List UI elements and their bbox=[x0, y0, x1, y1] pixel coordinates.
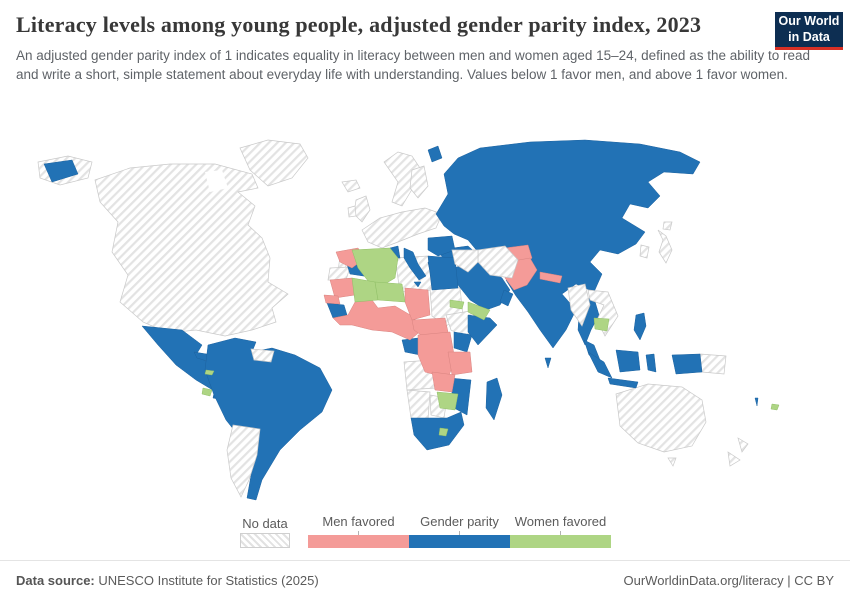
region-central-europe[interactable] bbox=[361, 207, 443, 249]
country-vanuatu[interactable] bbox=[754, 397, 759, 407]
data-source-label: Data source: bbox=[16, 573, 95, 588]
country-zambia[interactable] bbox=[431, 371, 456, 393]
country-papua-new-guinea[interactable] bbox=[699, 353, 727, 375]
country-finland[interactable] bbox=[409, 165, 429, 199]
country-jamaica[interactable] bbox=[204, 369, 215, 376]
legend-gender-parity[interactable]: Gender parity bbox=[409, 514, 510, 548]
owid-logo-line1: Our World bbox=[778, 13, 840, 28]
owid-logo[interactable]: Our World in Data bbox=[775, 12, 843, 50]
country-united-kingdom[interactable] bbox=[353, 195, 371, 223]
country-fiji[interactable] bbox=[770, 403, 780, 411]
legend-men-favored-label: Men favored bbox=[322, 514, 395, 529]
country-cambodia[interactable] bbox=[593, 317, 610, 332]
country-eritrea[interactable] bbox=[449, 299, 465, 310]
country-zimbabwe[interactable] bbox=[436, 391, 459, 411]
country-ireland[interactable] bbox=[347, 205, 357, 218]
country-guyana-suriname[interactable] bbox=[250, 348, 275, 363]
country-australia[interactable] bbox=[615, 383, 707, 453]
country-indonesia-sumatra[interactable] bbox=[587, 351, 613, 379]
country-indonesia-west-papua[interactable] bbox=[671, 353, 703, 375]
chart-footer: Data source: UNESCO Institute for Statis… bbox=[0, 560, 850, 600]
legend-tick bbox=[560, 531, 561, 535]
data-source: Data source: UNESCO Institute for Statis… bbox=[16, 573, 319, 588]
country-sicily[interactable] bbox=[413, 281, 422, 288]
legend-no-data-label: No data bbox=[242, 516, 288, 531]
country-chad[interactable] bbox=[404, 287, 431, 321]
country-japan[interactable] bbox=[657, 229, 673, 264]
country-iceland[interactable] bbox=[341, 179, 361, 193]
country-new-zealand-south[interactable] bbox=[727, 451, 741, 467]
country-indonesia-borneo[interactable] bbox=[615, 349, 641, 373]
country-gabon-congo[interactable] bbox=[401, 337, 421, 356]
country-romania-bulgaria[interactable] bbox=[427, 235, 456, 257]
country-russia-chukotka[interactable] bbox=[43, 159, 79, 183]
choropleth-svg bbox=[37, 139, 780, 501]
owid-logo-line2: in Data bbox=[788, 29, 830, 44]
country-madagascar[interactable] bbox=[485, 377, 503, 421]
hudson-bay bbox=[205, 170, 228, 192]
legend-gender-parity-swatch[interactable] bbox=[409, 535, 510, 548]
data-source-text: UNESCO Institute for Statistics (2025) bbox=[94, 573, 319, 588]
country-tanzania[interactable] bbox=[447, 351, 473, 376]
country-japan-hokkaido[interactable] bbox=[662, 221, 673, 231]
world-map bbox=[0, 130, 850, 510]
chart-title: Literacy levels among young people, adju… bbox=[16, 12, 702, 37]
country-nepal[interactable] bbox=[539, 271, 563, 284]
country-namibia[interactable] bbox=[406, 389, 431, 421]
country-lesotho[interactable] bbox=[438, 427, 449, 437]
country-iraq-syria[interactable] bbox=[451, 249, 479, 273]
map-region-gender-parity bbox=[43, 139, 759, 501]
country-mali[interactable] bbox=[351, 277, 379, 303]
country-mauritania[interactable] bbox=[329, 277, 356, 299]
country-western-sahara[interactable] bbox=[327, 266, 351, 281]
map-region-no-data bbox=[37, 139, 749, 467]
legend-women-favored-label: Women favored bbox=[514, 514, 607, 529]
country-indonesia-sulawesi[interactable] bbox=[645, 353, 657, 373]
legend-men-favored-swatch[interactable] bbox=[308, 535, 409, 548]
legend-gender-parity-label: Gender parity bbox=[420, 514, 499, 529]
country-egypt[interactable] bbox=[427, 255, 459, 291]
country-kenya[interactable] bbox=[453, 331, 473, 353]
country-oman[interactable] bbox=[499, 289, 514, 307]
country-south-korea[interactable] bbox=[639, 244, 650, 259]
country-russia-novaya-zemlya[interactable] bbox=[427, 145, 443, 163]
country-philippines[interactable] bbox=[633, 312, 647, 341]
chart-header: Literacy levels among young people, adju… bbox=[16, 10, 810, 84]
footer-link[interactable]: OurWorldinData.org/literacy | CC BY bbox=[623, 573, 834, 588]
country-myanmar[interactable] bbox=[567, 283, 591, 327]
country-niger[interactable] bbox=[374, 281, 406, 303]
country-argentina[interactable] bbox=[226, 424, 261, 498]
map-legend: No data Men favored Gender parity Women … bbox=[240, 514, 611, 548]
map-region-women-favored bbox=[201, 247, 780, 437]
legend-women-favored-swatch[interactable] bbox=[510, 535, 611, 548]
legend-bar: Men favored Gender parity Women favored bbox=[308, 514, 611, 548]
country-canada-usa[interactable] bbox=[94, 163, 289, 337]
map-region-no-data-overlays bbox=[205, 170, 619, 498]
country-indonesia-java[interactable] bbox=[607, 377, 639, 389]
country-greenland[interactable] bbox=[239, 139, 309, 187]
region-south-america[interactable] bbox=[204, 337, 333, 501]
legend-no-data[interactable]: No data bbox=[240, 516, 290, 548]
country-yemen[interactable] bbox=[467, 301, 491, 321]
country-new-zealand-north[interactable] bbox=[737, 437, 749, 453]
legend-women-favored[interactable]: Women favored bbox=[510, 514, 611, 548]
country-senegal[interactable] bbox=[323, 294, 341, 305]
country-tasmania[interactable] bbox=[667, 457, 677, 467]
legend-tick bbox=[358, 531, 359, 535]
country-italy[interactable] bbox=[403, 247, 427, 281]
legend-no-data-swatch[interactable] bbox=[240, 533, 290, 548]
legend-tick bbox=[459, 531, 460, 535]
country-south-africa[interactable] bbox=[410, 411, 465, 451]
chart-subtitle: An adjusted gender parity index of 1 ind… bbox=[16, 48, 811, 83]
country-sri-lanka[interactable] bbox=[544, 357, 552, 369]
country-costa-rica[interactable] bbox=[201, 387, 213, 397]
country-algeria[interactable] bbox=[351, 247, 399, 291]
legend-men-favored[interactable]: Men favored bbox=[308, 514, 409, 548]
country-somalia[interactable] bbox=[467, 314, 498, 346]
